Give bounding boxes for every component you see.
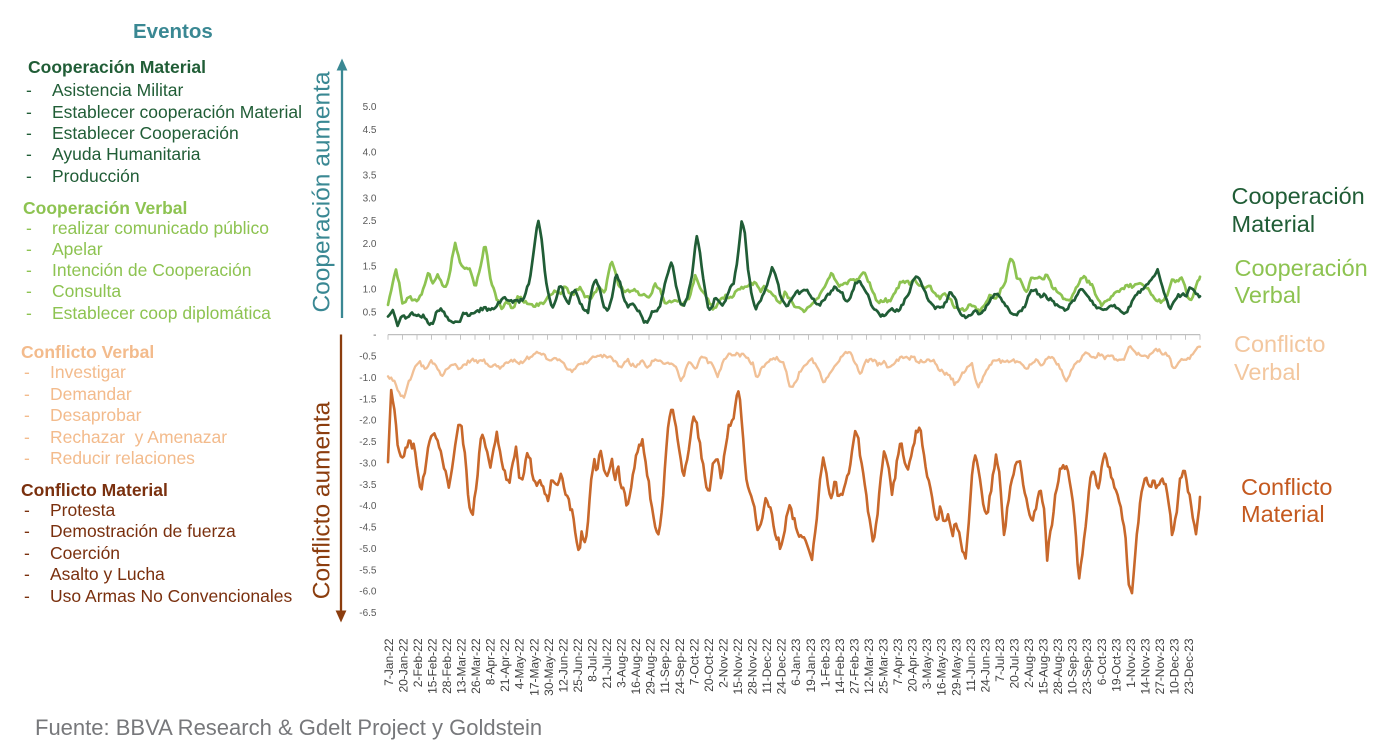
svg-text:7-Jul-23: 7-Jul-23 [993,638,1007,682]
svg-text:2-Aug-23: 2-Aug-23 [1022,638,1036,688]
svg-text:24-Sep-22: 24-Sep-22 [673,638,687,694]
svg-text:20-Apr-23: 20-Apr-23 [906,638,920,692]
svg-text:5.0: 5.0 [363,102,377,113]
svg-text:24-Jun-23: 24-Jun-23 [978,638,992,692]
svg-text:12-Jun-22: 12-Jun-22 [556,638,570,692]
svg-text:3-Aug-22: 3-Aug-22 [615,638,629,688]
svg-text:1-Nov-23: 1-Nov-23 [1124,638,1138,688]
svg-text:29-Aug-22: 29-Aug-22 [644,638,658,694]
svg-text:-4.5: -4.5 [359,523,377,534]
svg-text:-5.0: -5.0 [359,544,377,555]
svg-text:19-Oct-23: 19-Oct-23 [1109,638,1123,692]
svg-text:7-Oct-22: 7-Oct-22 [687,638,701,685]
svg-text:23-Sep-23: 23-Sep-23 [1080,638,1094,694]
svg-text:23-Dec-23: 23-Dec-23 [1182,638,1196,694]
svg-text:14-Feb-23: 14-Feb-23 [833,638,847,694]
svg-text:-3.0: -3.0 [359,458,377,469]
svg-text:2-Feb-22: 2-Feb-22 [411,638,425,687]
svg-text:-1.0: -1.0 [359,373,377,384]
svg-text:25-Mar-23: 25-Mar-23 [877,638,891,694]
svg-text:4-May-22: 4-May-22 [513,638,527,689]
svg-text:6-Jan-23: 6-Jan-23 [789,638,803,686]
svg-text:27-Feb-23: 27-Feb-23 [847,638,861,694]
svg-text:20-Jan-22: 20-Jan-22 [396,638,410,692]
svg-text:-3.5: -3.5 [359,480,377,491]
svg-text:21-Jul-22: 21-Jul-22 [600,638,614,688]
svg-text:11-Dec-22: 11-Dec-22 [760,638,774,693]
svg-text:3.5: 3.5 [363,171,377,182]
svg-text:1.0: 1.0 [363,285,377,296]
svg-text:-2.5: -2.5 [359,437,377,448]
svg-text:14-Nov-23: 14-Nov-23 [1138,638,1152,694]
svg-text:21-Apr-22: 21-Apr-22 [498,638,512,692]
svg-text:-4.0: -4.0 [359,501,377,512]
svg-text:2.0: 2.0 [363,239,377,250]
svg-text:6-Oct-23: 6-Oct-23 [1095,638,1109,685]
svg-text:15-Feb-22: 15-Feb-22 [426,638,440,694]
svg-text:8-Jul-22: 8-Jul-22 [586,638,600,682]
svg-text:24-Dec-22: 24-Dec-22 [775,638,789,694]
svg-text:28-Nov-22: 28-Nov-22 [746,638,760,694]
svg-text:7-Apr-23: 7-Apr-23 [891,638,905,685]
svg-text:-6.5: -6.5 [359,608,377,619]
svg-text:26-Mar-22: 26-Mar-22 [469,638,483,694]
svg-text:28-Feb-22: 28-Feb-22 [440,638,454,694]
svg-text:3.0: 3.0 [363,193,377,204]
svg-text:19-Jan-23: 19-Jan-23 [804,638,818,692]
svg-text:4.5: 4.5 [363,125,377,136]
svg-text:4.0: 4.0 [363,148,377,159]
svg-text:10-Sep-23: 10-Sep-23 [1066,638,1080,694]
svg-text:Conflicto aumenta: Conflicto aumenta [309,401,336,599]
svg-text:11-Jun-23: 11-Jun-23 [964,638,978,691]
svg-text:16-Aug-22: 16-Aug-22 [629,638,643,694]
svg-text:28-Aug-23: 28-Aug-23 [1051,638,1065,694]
svg-text:-6.0: -6.0 [359,587,377,598]
svg-text:16-May-23: 16-May-23 [935,638,949,696]
svg-text:27-Nov-23: 27-Nov-23 [1153,638,1167,694]
svg-text:-5.5: -5.5 [359,565,377,576]
svg-text:2-Nov-22: 2-Nov-22 [717,638,731,688]
svg-text:2.5: 2.5 [363,216,377,227]
svg-text:10-Dec-23: 10-Dec-23 [1168,638,1182,694]
svg-text:30-May-22: 30-May-22 [542,638,556,696]
svg-text:1-Feb-23: 1-Feb-23 [818,638,832,687]
svg-text:7-Jan-22: 7-Jan-22 [382,638,396,686]
svg-text:0.5: 0.5 [363,307,377,318]
svg-text:13-Mar-22: 13-Mar-22 [455,638,469,694]
svg-text:11-Sep-22: 11-Sep-22 [658,638,672,693]
svg-text:29-May-23: 29-May-23 [949,638,963,696]
svg-text:12-Mar-23: 12-Mar-23 [862,638,876,694]
svg-text:20-Oct-22: 20-Oct-22 [702,638,716,692]
svg-text:8-Apr-22: 8-Apr-22 [484,638,498,685]
svg-text:-0.5: -0.5 [359,352,377,363]
svg-text:15-Aug-23: 15-Aug-23 [1037,638,1051,694]
svg-text:Cooperación aumenta: Cooperación aumenta [309,71,336,312]
svg-text:-2.0: -2.0 [359,416,377,427]
svg-text:20-Jul-23: 20-Jul-23 [1007,638,1021,688]
svg-text:15-Nov-22: 15-Nov-22 [731,638,745,694]
svg-text:17-May-22: 17-May-22 [527,638,541,696]
svg-text:-1.5: -1.5 [359,394,377,405]
svg-text:3-May-23: 3-May-23 [920,638,934,689]
svg-text:-: - [373,330,376,341]
svg-text:25-Jun-22: 25-Jun-22 [571,638,585,692]
svg-text:1.5: 1.5 [363,262,377,273]
